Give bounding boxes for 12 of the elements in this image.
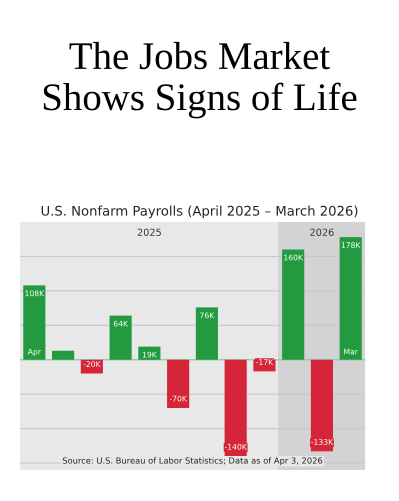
bar bbox=[52, 350, 74, 360]
bar bbox=[340, 237, 362, 360]
chart-title: The Jobs Market Shows Signs of Life bbox=[44, 42, 356, 118]
annotation: 2026 bbox=[310, 228, 334, 236]
annotation: Source: U.S. Bureau of Labor Statistics; Data as of Apr 3, 2026 bbox=[62, 457, 322, 466]
bar bbox=[310, 360, 334, 452]
bar bbox=[282, 250, 304, 360]
bar bbox=[23, 285, 46, 360]
bar bbox=[196, 307, 218, 360]
chart-subtitle: U.S. Nonfarm Payrolls (April 2025 – March 2026) bbox=[42, 206, 358, 218]
bar bbox=[224, 360, 247, 456]
annotation: 2025 bbox=[138, 228, 161, 236]
